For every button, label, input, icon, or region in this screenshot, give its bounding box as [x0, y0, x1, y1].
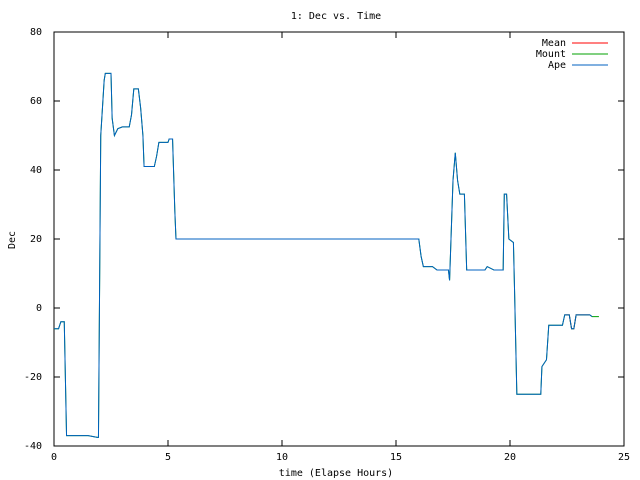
- y-tick-label: 0: [36, 303, 42, 314]
- y-tick-label: -40: [24, 441, 42, 452]
- legend-label: Ape: [548, 60, 566, 71]
- x-tick-label: 5: [165, 452, 171, 463]
- series-line: [54, 72, 593, 438]
- x-tick-label: 20: [504, 452, 516, 463]
- y-axis-label: Dec: [7, 231, 18, 249]
- y-tick-label: 20: [30, 234, 42, 245]
- y-tick-label: 60: [30, 96, 42, 107]
- chart-title: 1: Dec vs. Time: [291, 11, 381, 22]
- x-axis-label: time (Elapse Hours): [279, 468, 393, 479]
- x-tick-label: 15: [390, 452, 402, 463]
- y-tick-label: 40: [30, 165, 42, 176]
- y-tick-label: -20: [24, 372, 42, 383]
- x-tick-label: 0: [51, 452, 57, 463]
- series-line: [564, 314, 590, 330]
- x-tick-label: 10: [276, 452, 288, 463]
- x-tick-label: 25: [618, 452, 630, 463]
- y-tick-label: 80: [30, 27, 42, 38]
- legend-label: Mount: [536, 49, 566, 60]
- series-line: [54, 72, 599, 438]
- legend-label: Mean: [542, 38, 566, 49]
